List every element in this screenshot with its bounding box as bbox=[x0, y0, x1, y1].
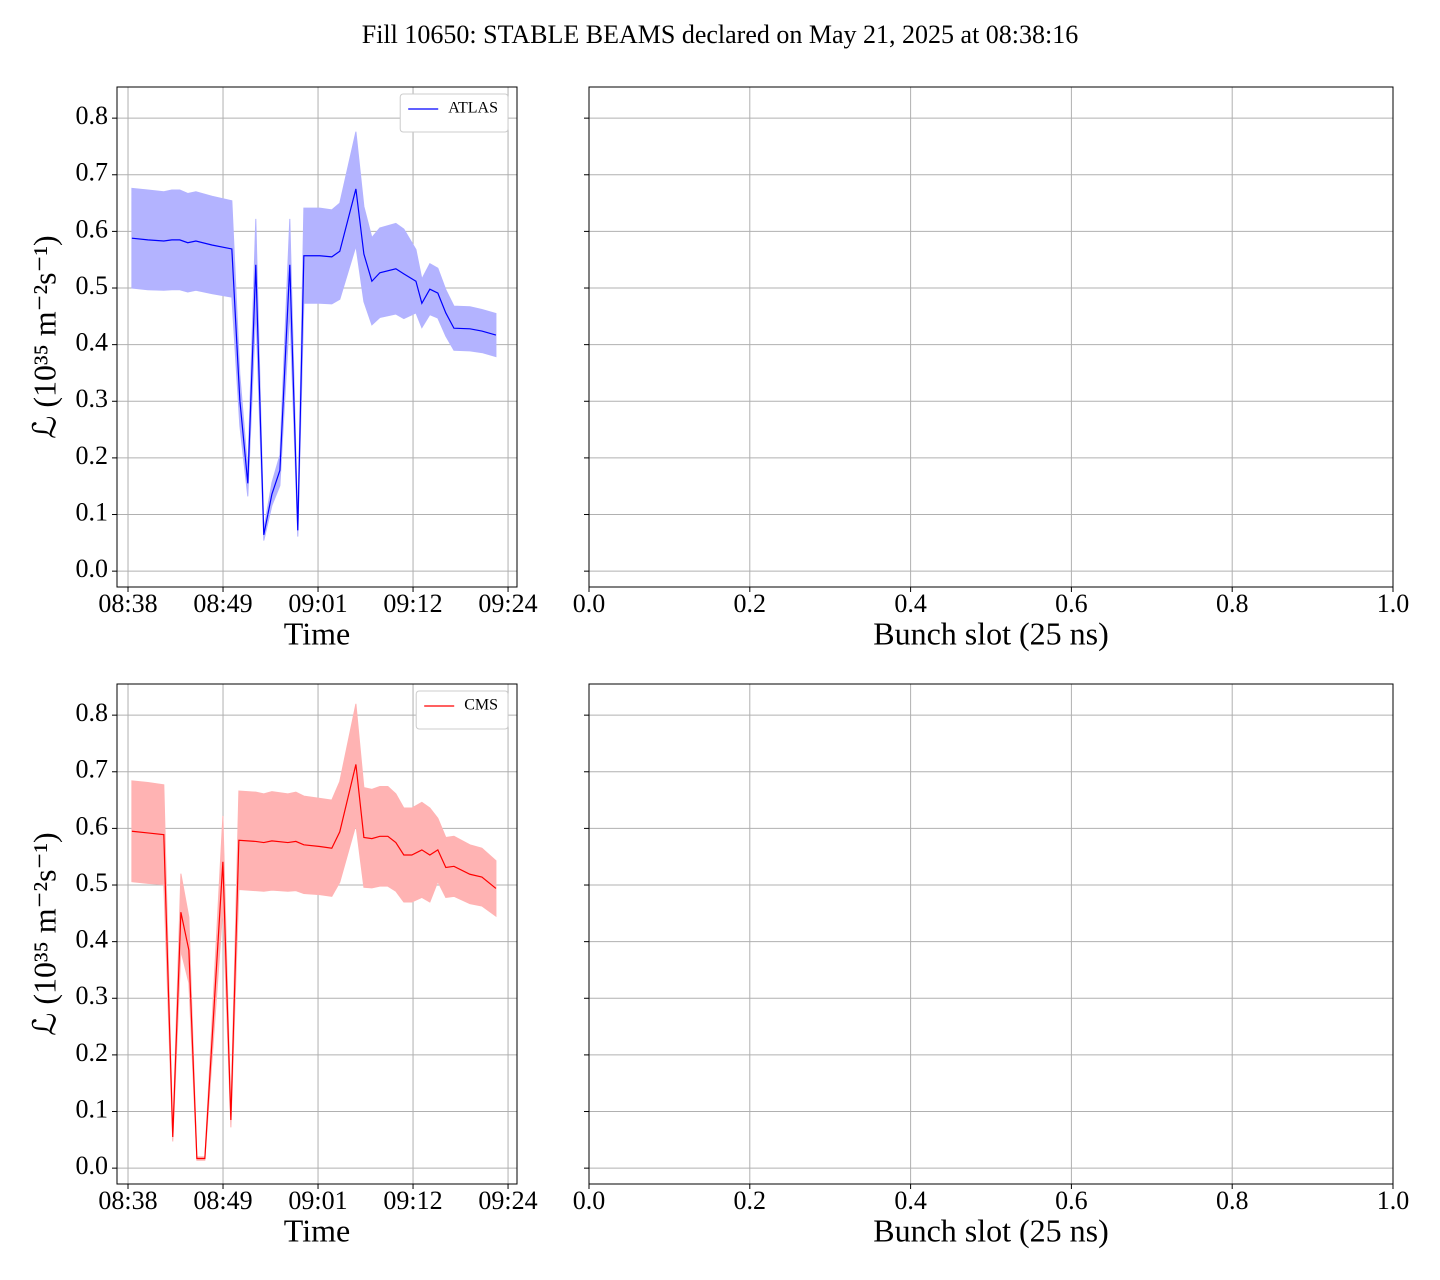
y-tick-label: 0.6 bbox=[76, 811, 109, 840]
y-tick-label: 0.0 bbox=[76, 554, 109, 583]
y-tick-label: 0.4 bbox=[76, 328, 109, 357]
axes-frame bbox=[116, 683, 518, 1185]
axes-frame bbox=[588, 683, 1394, 1185]
legend: CMS bbox=[415, 690, 509, 730]
x-tick-label: 09:24 bbox=[478, 589, 537, 618]
y-tick-label: 0.8 bbox=[76, 698, 109, 727]
error-band bbox=[131, 703, 497, 1161]
x-tick-label: 0.6 bbox=[1055, 1186, 1088, 1215]
x-tick-label: 09:24 bbox=[478, 1186, 537, 1215]
x-tick-label: 08:49 bbox=[193, 1186, 252, 1215]
legend-label: ATLAS bbox=[448, 100, 498, 117]
x-tick-label: 0.4 bbox=[894, 1186, 927, 1215]
y-tick-label: 0.5 bbox=[76, 271, 109, 300]
x-tick-label: 09:01 bbox=[288, 1186, 347, 1215]
y-axis-label: ℒ (10³⁵ m⁻²s⁻¹) bbox=[26, 235, 62, 438]
x-axis-label: Time bbox=[284, 615, 350, 651]
legend-frame bbox=[399, 93, 509, 133]
x-tick-label: 08:49 bbox=[193, 589, 252, 618]
y-tick-label: 0.0 bbox=[76, 1151, 109, 1180]
legend-frame bbox=[415, 690, 509, 730]
y-tick-label: 0.2 bbox=[76, 441, 109, 470]
x-tick-label: 1.0 bbox=[1377, 1186, 1410, 1215]
legend-label: CMS bbox=[464, 697, 498, 714]
y-tick-label: 0.6 bbox=[76, 214, 109, 243]
x-tick-label: 09:12 bbox=[383, 1186, 442, 1215]
legend: ATLAS bbox=[399, 93, 509, 133]
x-axis-label: Bunch slot (25 ns) bbox=[873, 1212, 1109, 1248]
x-tick-label: 0.2 bbox=[734, 1186, 767, 1215]
y-tick-label: 0.1 bbox=[76, 497, 109, 526]
axes-frame bbox=[116, 86, 518, 588]
y-tick-label: 0.2 bbox=[76, 1038, 109, 1067]
x-axis-label: Bunch slot (25 ns) bbox=[873, 615, 1109, 651]
y-tick-label: 0.8 bbox=[76, 101, 109, 130]
y-tick-label: 0.7 bbox=[76, 755, 109, 784]
y-tick-label: 0.4 bbox=[76, 925, 109, 954]
figure-title: Fill 10650: STABLE BEAMS declared on May… bbox=[362, 20, 1079, 49]
x-tick-label: 0.0 bbox=[573, 589, 606, 618]
x-tick-label: 08:38 bbox=[98, 1186, 157, 1215]
line bbox=[131, 764, 497, 1160]
y-tick-label: 0.3 bbox=[76, 981, 109, 1010]
y-tick-label: 0.5 bbox=[76, 868, 109, 897]
y-tick-label: 0.7 bbox=[76, 158, 109, 187]
x-tick-label: 0.2 bbox=[734, 589, 767, 618]
x-axis-label: Time bbox=[284, 1212, 350, 1248]
x-tick-label: 09:01 bbox=[288, 589, 347, 618]
axes-frame bbox=[588, 86, 1394, 588]
x-tick-label: 08:38 bbox=[98, 589, 157, 618]
x-tick-label: 0.4 bbox=[894, 589, 927, 618]
x-tick-label: 0.6 bbox=[1055, 589, 1088, 618]
x-tick-label: 09:12 bbox=[383, 589, 442, 618]
x-tick-label: 0.0 bbox=[573, 1186, 606, 1215]
x-tick-label: 1.0 bbox=[1377, 589, 1410, 618]
x-tick-label: 0.8 bbox=[1216, 589, 1249, 618]
line bbox=[131, 188, 497, 536]
y-axis-label: ℒ (10³⁵ m⁻²s⁻¹) bbox=[26, 832, 62, 1035]
y-tick-label: 0.1 bbox=[76, 1094, 109, 1123]
y-tick-label: 0.3 bbox=[76, 384, 109, 413]
x-tick-label: 0.8 bbox=[1216, 1186, 1249, 1215]
